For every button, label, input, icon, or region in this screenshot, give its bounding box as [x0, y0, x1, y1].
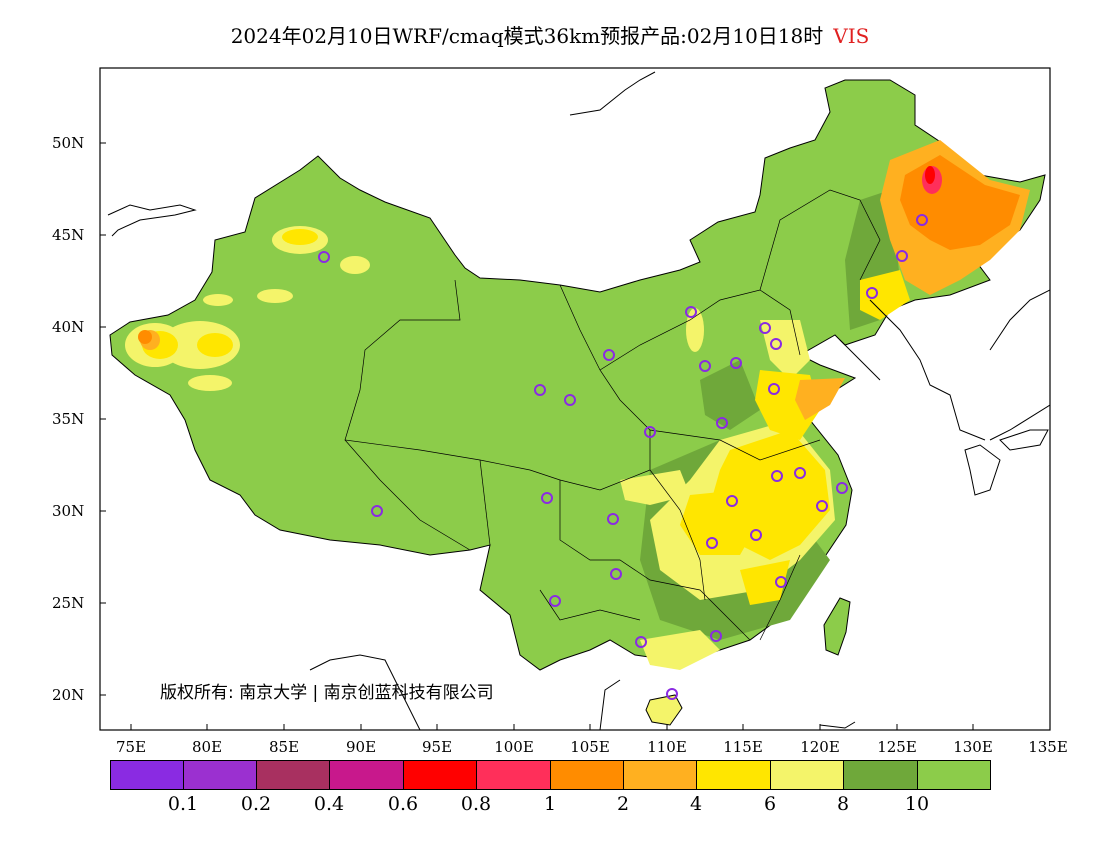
lon-label-95e: 95E: [421, 738, 453, 756]
legend-value-8: 8: [836, 793, 850, 815]
legend-swatch-5: [403, 760, 477, 790]
legend-value-0-6: 0.6: [387, 793, 419, 815]
legend-value-0-2: 0.2: [240, 793, 272, 815]
legend-swatch-8: [623, 760, 697, 790]
map-title: 2024年02月10日WRF/cmaq模式36km预报产品:02月10日18时 V…: [0, 20, 1100, 49]
yellow-zones: [142, 229, 910, 605]
lat-label-20n: 20N: [52, 686, 85, 704]
legend-value-2: 2: [616, 793, 630, 815]
lat-label-40n: 40N: [52, 318, 85, 336]
legend-swatch-9: [696, 760, 771, 790]
lon-label-100e: 100E: [494, 738, 534, 756]
legend-swatch-12: [917, 760, 991, 790]
legend-swatch-11: [843, 760, 918, 790]
neighbor-coastlines: [107, 71, 1050, 730]
legend-value-4: 4: [689, 793, 703, 815]
lon-label-90e: 90E: [345, 738, 377, 756]
red-zones: [922, 166, 942, 194]
monitoring-sites: [318, 214, 928, 700]
hainan-land: [645, 694, 683, 726]
variable-label: VIS: [833, 24, 870, 48]
legend-swatch-3: [256, 760, 330, 790]
lat-label-30n: 30N: [52, 502, 85, 520]
lon-label-85e: 85E: [268, 738, 300, 756]
lat-label-45n: 45N: [52, 226, 85, 244]
lon-label-75e: 75E: [115, 738, 147, 756]
map-frame: [99, 67, 1051, 731]
legend-swatch-7: [550, 760, 624, 790]
legend-value-0-1: 0.1: [167, 793, 199, 815]
lon-label-130e: 130E: [953, 738, 993, 756]
axis-ticks: [100, 142, 974, 730]
legend-value-10: 10: [904, 793, 930, 815]
legend-swatch-1: [110, 760, 184, 790]
legend-value-0-4: 0.4: [313, 793, 345, 815]
lat-label-35n: 35N: [52, 410, 85, 428]
lat-label-25n: 25N: [52, 594, 85, 612]
lat-label-50n: 50N: [52, 134, 85, 152]
lon-label-135e: 135E: [1028, 738, 1068, 756]
lon-label-80e: 80E: [191, 738, 223, 756]
province-boundaries: [344, 189, 881, 641]
lon-label-110e: 110E: [647, 738, 687, 756]
legend-value-0-8: 0.8: [460, 793, 492, 815]
lon-label-120e: 120E: [800, 738, 840, 756]
lon-label-125e: 125E: [877, 738, 917, 756]
legend-swatch-2: [183, 760, 257, 790]
lon-label-105e: 105E: [570, 738, 610, 756]
lon-label-115e: 115E: [723, 738, 763, 756]
legend-swatch-4: [329, 760, 404, 790]
title-text: 2024年02月10日WRF/cmaq模式36km预报产品:02月10日18时: [230, 24, 824, 48]
legend-value-6: 6: [763, 793, 777, 815]
legend-swatch-6: [476, 760, 551, 790]
copyright-note: 版权所有: 南京大学 | 南京创蓝科技有限公司: [160, 683, 494, 703]
legend-swatch-10: [770, 760, 844, 790]
legend-value-1: 1: [543, 793, 557, 815]
taiwan-land: [823, 597, 851, 656]
